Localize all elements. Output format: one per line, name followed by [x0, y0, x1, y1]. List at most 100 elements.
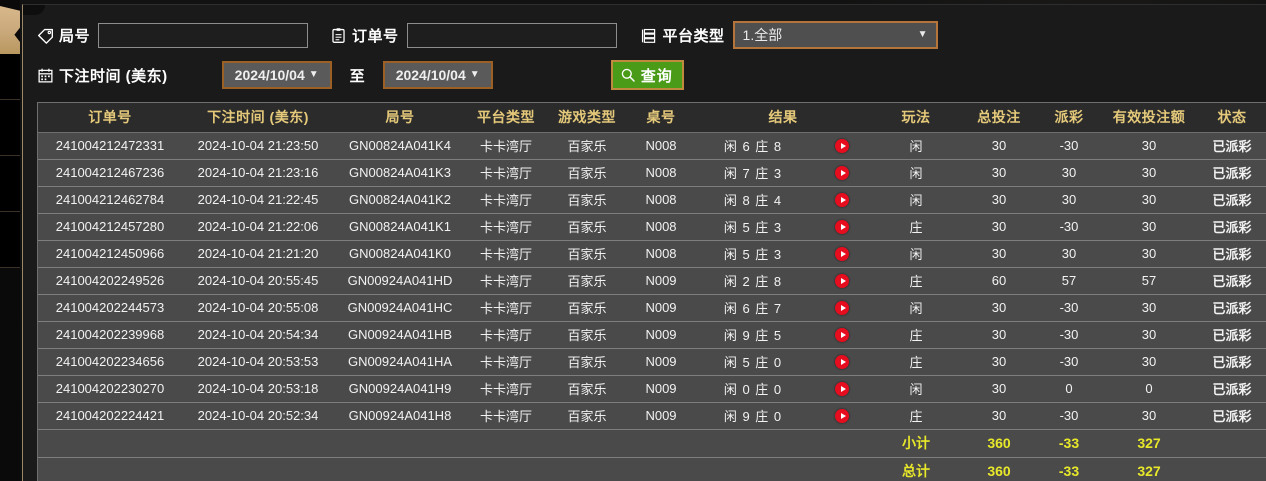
- cell-game_type: 百家乐: [546, 240, 628, 268]
- col-total-bet[interactable]: 总投注: [960, 103, 1038, 133]
- play-icon[interactable]: [835, 246, 849, 261]
- cell-valid_bet: 30: [1100, 132, 1198, 160]
- chevron-down-icon: ▼: [469, 69, 480, 80]
- summary-empty-cell: [38, 429, 182, 458]
- summary-empty-cell: [466, 457, 546, 481]
- cell-bet_time: 2024-10-04 20:55:45: [182, 267, 334, 295]
- cell-payout: -30: [1038, 348, 1100, 376]
- table-row[interactable]: 241004202234656 2024-10-04 20:53:53 GN0092…: [38, 348, 1266, 376]
- cell-bet_time: 2024-10-04 21:22:06: [182, 213, 334, 241]
- platform-type-select[interactable]: 1.全部 ▼: [732, 21, 938, 49]
- play-icon[interactable]: [835, 165, 849, 180]
- summary-row: 小计 360 -33 327: [38, 429, 1266, 458]
- table-row[interactable]: 241004212472331 2024-10-04 21:23:50 GN0082…: [38, 132, 1266, 160]
- cell-game_type: 百家乐: [546, 213, 628, 241]
- summary-empty-cell: [628, 457, 694, 481]
- rail-segment-4[interactable]: [0, 212, 20, 268]
- cell-status: 已派彩: [1198, 375, 1266, 403]
- cell-table_no: N008: [628, 132, 694, 160]
- cell-table_no: N009: [628, 402, 694, 430]
- col-game-type[interactable]: 游戏类型: [546, 103, 628, 133]
- bet-records-table-wrapper[interactable]: 订单号 下注时间 (美东) 局号 平台类型 游戏类型 桌号 结果 玩法 总投注 …: [37, 102, 1266, 481]
- col-round-no[interactable]: 局号: [334, 103, 466, 133]
- cell-table_no: N009: [628, 348, 694, 376]
- table-row[interactable]: 241004212467236 2024-10-04 21:23:16 GN0082…: [38, 159, 1266, 187]
- server-icon: [641, 27, 658, 44]
- cell-status: 已派彩: [1198, 294, 1266, 322]
- summary-empty-cell: [1198, 457, 1266, 481]
- col-result[interactable]: 结果: [694, 103, 872, 133]
- bet-time-from-picker[interactable]: 2024/10/04 ▼: [221, 61, 332, 89]
- cell-platform: 卡卡湾厅: [466, 240, 546, 268]
- table-row[interactable]: 241004202249526 2024-10-04 20:55:45 GN0092…: [38, 267, 1266, 295]
- play-icon[interactable]: [835, 300, 849, 315]
- table-row[interactable]: 241004212450966 2024-10-04 21:21:20 GN0082…: [38, 240, 1266, 268]
- rail-segment-3[interactable]: [0, 156, 20, 212]
- order-no-input[interactable]: [406, 22, 617, 48]
- col-bet-time[interactable]: 下注时间 (美东): [182, 103, 334, 133]
- cell-bet_side: 闲: [872, 375, 960, 403]
- cell-status: 已派彩: [1198, 186, 1266, 214]
- cell-total_bet: 30: [960, 213, 1038, 241]
- play-icon[interactable]: [835, 219, 849, 234]
- round-no-label: 局号: [59, 27, 91, 45]
- cell-order_no: 241004202230270: [38, 375, 182, 403]
- round-no-input[interactable]: [98, 22, 309, 48]
- cell-game_type: 百家乐: [546, 159, 628, 187]
- cell-total_bet: 30: [960, 186, 1038, 214]
- cell-platform: 卡卡湾厅: [466, 159, 546, 187]
- cell-platform: 卡卡湾厅: [466, 348, 546, 376]
- table-row[interactable]: 241004202239968 2024-10-04 20:54:34 GN0092…: [38, 321, 1266, 349]
- table-row[interactable]: 241004202244573 2024-10-04 20:55:08 GN0092…: [38, 294, 1266, 322]
- result-text: 闲 9 庄 0: [723, 409, 783, 424]
- chevron-down-icon: ▼: [917, 29, 928, 40]
- query-button[interactable]: 查询: [610, 60, 684, 90]
- cell-payout: -30: [1038, 213, 1100, 241]
- col-order-no[interactable]: 订单号: [38, 103, 182, 133]
- cell-round_no: GN00824A041K0: [334, 240, 466, 268]
- platform-type-filter: 平台类型 1.全部 ▼: [641, 21, 938, 49]
- play-icon[interactable]: [835, 138, 849, 153]
- col-platform[interactable]: 平台类型: [466, 103, 546, 133]
- cell-game_type: 百家乐: [546, 267, 628, 295]
- table-row[interactable]: 241004202230270 2024-10-04 20:53:18 GN0092…: [38, 375, 1266, 403]
- cell-bet_time: 2024-10-04 20:54:34: [182, 321, 334, 349]
- bet-time-to-picker[interactable]: 2024/10/04 ▼: [382, 61, 493, 89]
- cell-result: 闲 0 庄 0: [694, 375, 872, 403]
- play-icon[interactable]: [835, 192, 849, 207]
- rail-segment-2[interactable]: [0, 100, 20, 156]
- chevron-down-icon: ▼: [308, 69, 319, 80]
- summary-empty-cell: [1198, 429, 1266, 458]
- result-text: 闲 5 庄 0: [723, 355, 783, 370]
- play-icon[interactable]: [835, 327, 849, 342]
- cell-payout: 0: [1038, 375, 1100, 403]
- col-bet-side[interactable]: 玩法: [872, 103, 960, 133]
- cell-bet_side: 闲: [872, 294, 960, 322]
- tag-icon: [37, 27, 54, 44]
- col-valid-bet[interactable]: 有效投注额: [1100, 103, 1198, 133]
- rail-bookmark-tab[interactable]: [0, 6, 20, 54]
- cell-valid_bet: 0: [1100, 375, 1198, 403]
- cell-game_type: 百家乐: [546, 348, 628, 376]
- table-row[interactable]: 241004202224421 2024-10-04 20:52:34 GN0092…: [38, 402, 1266, 430]
- rail-segment-1[interactable]: [0, 54, 20, 100]
- cell-bet_side: 庄: [872, 213, 960, 241]
- cell-status: 已派彩: [1198, 321, 1266, 349]
- play-icon[interactable]: [835, 408, 849, 423]
- play-icon[interactable]: [835, 381, 849, 396]
- bet-records-panel: 局号 订单号: [22, 4, 1266, 481]
- cell-result: 闲 6 庄 8: [694, 132, 872, 160]
- cell-bet_time: 2024-10-04 20:55:08: [182, 294, 334, 322]
- cell-round_no: GN00824A041K3: [334, 159, 466, 187]
- cell-total_bet: 30: [960, 240, 1038, 268]
- play-icon[interactable]: [835, 273, 849, 288]
- table-row[interactable]: 241004212462784 2024-10-04 21:22:45 GN0082…: [38, 186, 1266, 214]
- col-status[interactable]: 状态: [1198, 103, 1266, 133]
- cell-result: 闲 7 庄 3: [694, 159, 872, 187]
- summary-empty-cell: [334, 429, 466, 458]
- col-payout[interactable]: 派彩: [1038, 103, 1100, 133]
- col-table-no[interactable]: 桌号: [628, 103, 694, 133]
- cell-round_no: GN00924A041HC: [334, 294, 466, 322]
- table-row[interactable]: 241004212457280 2024-10-04 21:22:06 GN0082…: [38, 213, 1266, 241]
- play-icon[interactable]: [835, 354, 849, 369]
